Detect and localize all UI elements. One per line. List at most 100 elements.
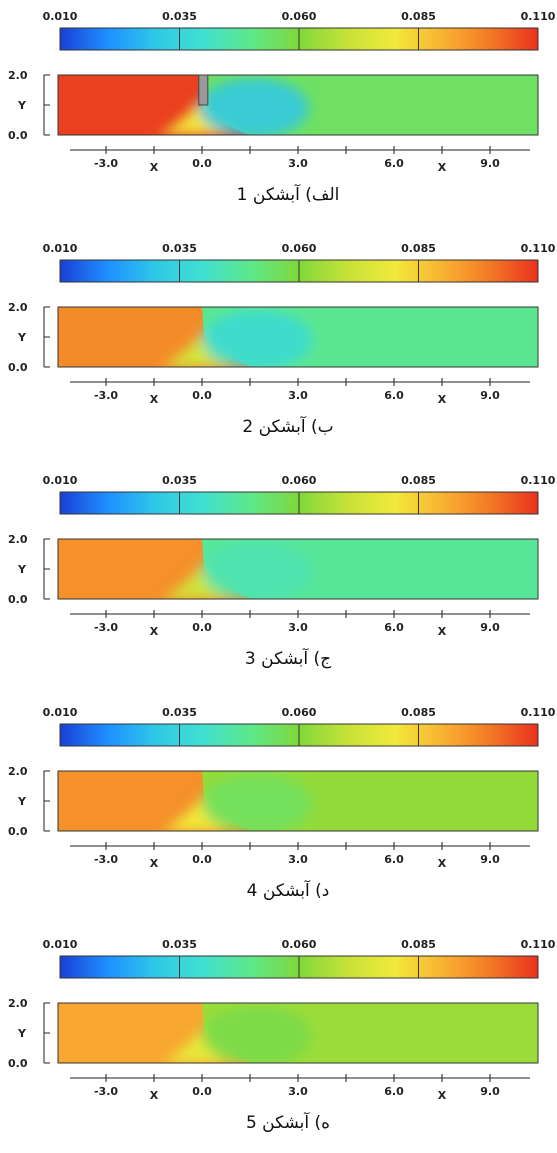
chart-svg: 0.010 0.035 0.060 0.085 0.110 2.0 0.0 Y -3.0 0.0 3… [8,242,556,437]
colorbar-tick-label: 0.035 [162,938,197,951]
x-tick-label: 6.0 [384,389,404,402]
x-axis-label: X [438,625,447,638]
x-tick-label: 3.0 [288,157,308,170]
x-tick-label: 9.0 [480,157,500,170]
x-axis-label: X [438,161,447,174]
colorbar-tick-label: 0.060 [282,938,317,951]
colorbar-tick-label: 0.085 [401,10,436,23]
breakwater-obstacle [198,74,209,106]
colorbar-tick-label: 0.110 [521,706,556,719]
colorbar-tick-label: 0.035 [162,474,197,487]
x-tick-label: 3.0 [288,389,308,402]
chart-svg: 0.010 0.035 0.060 0.085 0.110 2.0 0.0 Y -3.0 0.0 3… [8,10,556,205]
x-axis-label: X [150,393,159,406]
field-frame [57,74,539,136]
x-tick-label: 0.0 [192,389,212,402]
panel-caption: ه) آبشکن 5 [246,1111,330,1133]
x-tick-label: 3.0 [288,1085,308,1098]
colorbar-tick-label: 0.110 [521,10,556,23]
chart-svg: 0.010 0.035 0.060 0.085 0.110 2.0 0.0 Y -3.0 0.0 3… [8,938,556,1133]
colorbar-tick-label: 0.060 [282,706,317,719]
y-axis-label: Y [17,99,27,112]
chart-panel-2: 0.010 0.035 0.060 0.085 0.110 2.0 0.0 Y -3.0 0.0 3… [0,232,557,457]
y-tick-label: 2.0 [8,69,28,82]
y-tick-label: 2.0 [8,997,28,1010]
panel-caption: د) آبشکن 4 [247,879,330,901]
x-tick-label: 6.0 [384,1085,404,1098]
colorbar-tick-label: 0.060 [282,242,317,255]
x-tick-label: 0.0 [192,1085,212,1098]
x-axis-label: X [150,161,159,174]
low-concentration-zone [202,542,312,599]
colorbar-tick-label: 0.035 [162,706,197,719]
colorbar-tick-label: 0.085 [401,242,436,255]
y-tick-label: 2.0 [8,533,28,546]
colorbar-tick-label: 0.035 [162,10,197,23]
colorbar-tick-label: 0.010 [43,938,78,951]
panel-caption: ب) آبشکن 2 [242,415,333,437]
colorbar-tick-label: 0.010 [43,706,78,719]
y-axis-label: Y [17,795,27,808]
x-axis-label: X [150,1089,159,1102]
heatmap-field [58,307,538,367]
colorbar-tick-label: 0.110 [521,242,556,255]
x-tick-label: 9.0 [480,853,500,866]
field-frame [57,770,539,832]
colorbar-tick-label: 0.060 [282,474,317,487]
x-tick-label: -3.0 [94,389,118,402]
colorbar-tick-label: 0.110 [521,938,556,951]
y-tick-label: 0.0 [8,593,28,606]
x-tick-label: 0.0 [192,621,212,634]
y-tick-label: 0.0 [8,129,28,142]
panel-caption: الف) آبشکن 1 [237,183,340,205]
colorbar-tick-label: 0.110 [521,474,556,487]
y-axis-label: Y [17,1027,27,1040]
x-tick-label: 6.0 [384,853,404,866]
y-axis-label: Y [17,331,27,344]
heatmap-field [58,75,538,135]
x-tick-label: 6.0 [384,157,404,170]
y-tick-label: 0.0 [8,1057,28,1070]
chart-svg: 0.010 0.035 0.060 0.085 0.110 2.0 0.0 Y -3.0 0.0 3… [8,706,556,901]
low-concentration-zone [198,78,309,135]
low-concentration-zone [202,1006,312,1063]
y-tick-label: 0.0 [8,825,28,838]
x-tick-label: 6.0 [384,621,404,634]
x-tick-label: -3.0 [94,853,118,866]
colorbar-tick-label: 0.010 [43,242,78,255]
colorbar-tick-label: 0.010 [43,10,78,23]
chart-panel-5: 0.010 0.035 0.060 0.085 0.110 2.0 0.0 Y -3.0 0.0 3… [0,928,557,1153]
y-tick-label: 2.0 [8,765,28,778]
x-axis-label: X [438,393,447,406]
colorbar-tick-label: 0.085 [401,706,436,719]
colorbar-tick-label: 0.060 [282,10,317,23]
x-tick-label: 3.0 [288,621,308,634]
colorbar-tick-label: 0.085 [401,938,436,951]
x-tick-label: 0.0 [192,853,212,866]
heatmap-field [58,539,538,599]
colorbar-tick-label: 0.010 [43,474,78,487]
x-tick-label: -3.0 [94,621,118,634]
low-concentration-zone [202,310,312,367]
x-axis-label: X [150,625,159,638]
x-tick-label: 9.0 [480,389,500,402]
chart-panel-1: 0.010 0.035 0.060 0.085 0.110 2.0 0.0 Y -3.0 0.0 3… [0,0,557,225]
y-tick-label: 0.0 [8,361,28,374]
chart-svg: 0.010 0.035 0.060 0.085 0.110 2.0 0.0 Y -3.0 0.0 3… [8,474,556,669]
chart-panel-3: 0.010 0.035 0.060 0.085 0.110 2.0 0.0 Y -3.0 0.0 3… [0,464,557,689]
y-axis-label: Y [17,563,27,576]
x-tick-label: -3.0 [94,157,118,170]
field-frame [57,1002,539,1064]
heatmap-field [58,771,538,831]
x-tick-label: 0.0 [192,157,212,170]
field-frame [57,538,539,600]
x-tick-label: -3.0 [94,1085,118,1098]
panel-caption: ج) آبشکن 3 [245,647,331,669]
field-frame [57,306,539,368]
colorbar-tick-label: 0.085 [401,474,436,487]
x-axis-label: X [438,1089,447,1102]
x-tick-label: 3.0 [288,853,308,866]
chart-panel-4: 0.010 0.035 0.060 0.085 0.110 2.0 0.0 Y -3.0 0.0 3… [0,696,557,921]
colorbar-tick-label: 0.035 [162,242,197,255]
x-tick-label: 9.0 [480,1085,500,1098]
